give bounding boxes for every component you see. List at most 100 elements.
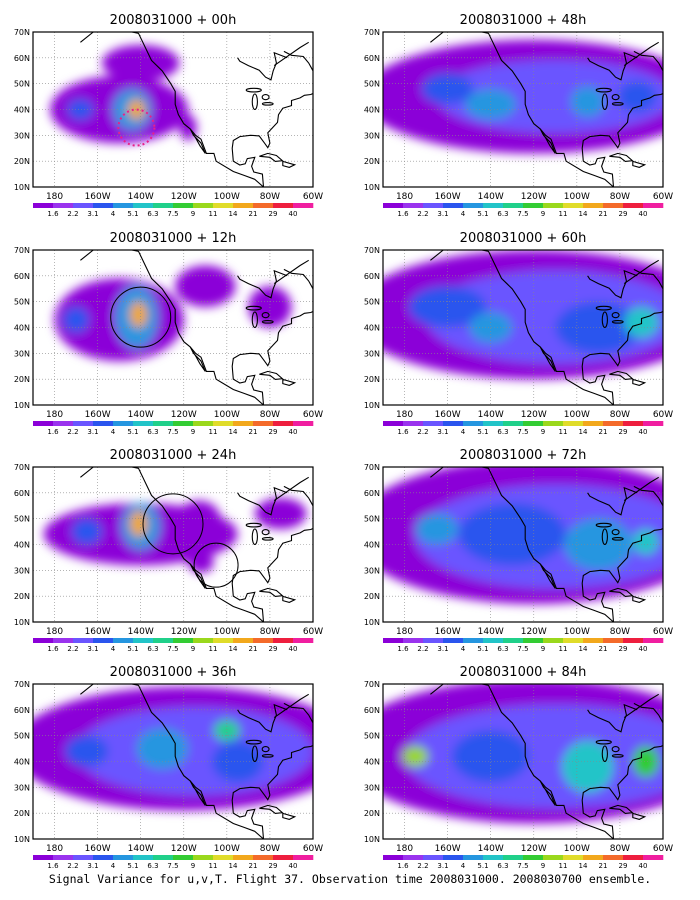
lat-tick-label: 20N [364,157,380,166]
map-panel: 2008031000 + 36h 70N 60N 50N 40N 30N 20N 10N 180… [14,665,323,870]
colorbar-label: 9 [541,645,545,653]
colorbar-swatch [253,638,274,643]
lon-tick-label: 60W [653,627,673,637]
coastline-cuba [609,370,634,380]
colorbar-swatch [293,638,314,643]
coastline-east [231,527,313,622]
great-lake [611,319,624,324]
lat-tick-label: 60N [364,489,380,498]
coastline-cuba [259,152,284,162]
lon-tick-label: 60W [653,410,673,420]
plot-frame [32,683,314,840]
lon-tick-label: 180 [396,844,413,854]
colorbar-swatch [643,855,664,860]
plot-area [33,250,313,405]
coastline-baja [539,780,556,806]
coastline-west [80,467,264,622]
lat-tick-label: 30N [364,349,380,358]
panel-title: 2008031000 + 84h [460,665,587,680]
colorbar-label: 4 [461,862,466,870]
variance-contour [632,529,659,555]
colorbar-swatch [423,203,444,208]
colorbar-swatch [53,638,74,643]
plot-area [383,32,663,187]
colorbar-label: 1.6 [397,210,409,218]
variance-contour [408,286,487,328]
colorbar-swatch [483,638,504,643]
coastline-labrador [283,268,313,290]
lat-tick-label: 30N [14,566,30,575]
coastline-hispaniola [282,160,297,168]
lat-tick-label: 70N [364,28,380,37]
colorbar-swatch [463,203,484,208]
lon-tick-label: 80W [260,410,280,420]
lon-tick-label: 60W [303,410,323,420]
colorbar: 1.6 2.2 3.1 4 5.1 6.3 7.5 9 11 14 21 29 40 [33,855,314,870]
colorbar-swatch [443,421,464,426]
colorbar-label: 7.5 [517,645,528,653]
lat-tick-label: 70N [14,246,30,255]
colorbar-swatch [153,638,174,643]
colorbar: 1.6 2.2 3.1 4 5.1 6.3 7.5 9 11 14 21 29 40 [33,421,314,436]
colorbar: 1.6 2.2 3.1 4 5.1 6.3 7.5 9 11 14 21 29 40 [383,638,664,653]
colorbar-swatch [33,638,54,643]
great-lake [261,528,270,536]
colorbar: 1.6 2.2 3.1 4 5.1 6.3 7.5 9 11 14 21 29 40 [33,638,314,653]
coastline-east [581,310,663,405]
colorbar-label: 40 [639,862,648,870]
colorbar-swatch [133,203,154,208]
colorbar-swatch [423,421,444,426]
colorbar-swatch [543,421,564,426]
colorbar-swatch [173,421,194,426]
colorbar-swatch [173,855,194,860]
colorbar-swatch [503,421,524,426]
variance-contour [213,720,240,741]
colorbar-swatch [273,638,294,643]
colorbar-label: 7.5 [517,428,528,436]
colorbar-label: 4 [461,210,466,218]
colorbar-swatch [603,855,624,860]
variance-contour [71,518,102,545]
variance-contour [561,740,614,793]
observation-circle [142,493,204,555]
great-lake [611,528,620,536]
colorbar-label: 11 [559,428,568,436]
great-lake [261,93,270,101]
lat-tick-label: 10N [14,401,30,410]
colorbar-swatch [523,203,544,208]
coastline-hudson-bay [237,486,288,516]
colorbar-label: 40 [289,862,298,870]
lon-tick-label: 120W [171,410,197,420]
coastline-west [80,684,264,839]
coastline-north [273,41,309,67]
colorbar-label: 5.1 [127,645,138,653]
great-lake [251,93,258,111]
coastline-labrador [633,702,663,724]
colorbar-label: 2.2 [417,645,428,653]
colorbar-swatch [73,638,94,643]
colorbar-swatch [643,638,664,643]
coastline-north [273,693,309,719]
colorbar-swatch [623,638,644,643]
colorbar-label: 40 [289,645,298,653]
lat-tick-label: 10N [364,401,380,410]
coastline-east [231,744,313,839]
colorbar-swatch [173,638,194,643]
coastline-hudson-bay [587,269,638,299]
colorbar-label: 21 [599,428,608,436]
plot-frame [382,249,664,406]
colorbar-label: 14 [229,645,238,653]
colorbar-label: 29 [619,645,628,653]
colorbar-swatch [383,638,404,643]
colorbar-swatch [193,855,214,860]
colorbar-swatch [273,421,294,426]
plot-area [383,467,663,622]
colorbar-swatch [643,421,664,426]
lon-tick-label: 160W [435,410,461,420]
colorbar-label: 3.1 [87,428,98,436]
lat-tick-label: 10N [14,618,30,627]
map-panel: 2008031000 + 48h 70N 60N 50N 40N 30N 20N 10N 180… [364,13,673,218]
colorbar-label: 6.3 [497,645,508,653]
lat-tick-label: 60N [14,54,30,63]
flight-track [117,108,156,147]
